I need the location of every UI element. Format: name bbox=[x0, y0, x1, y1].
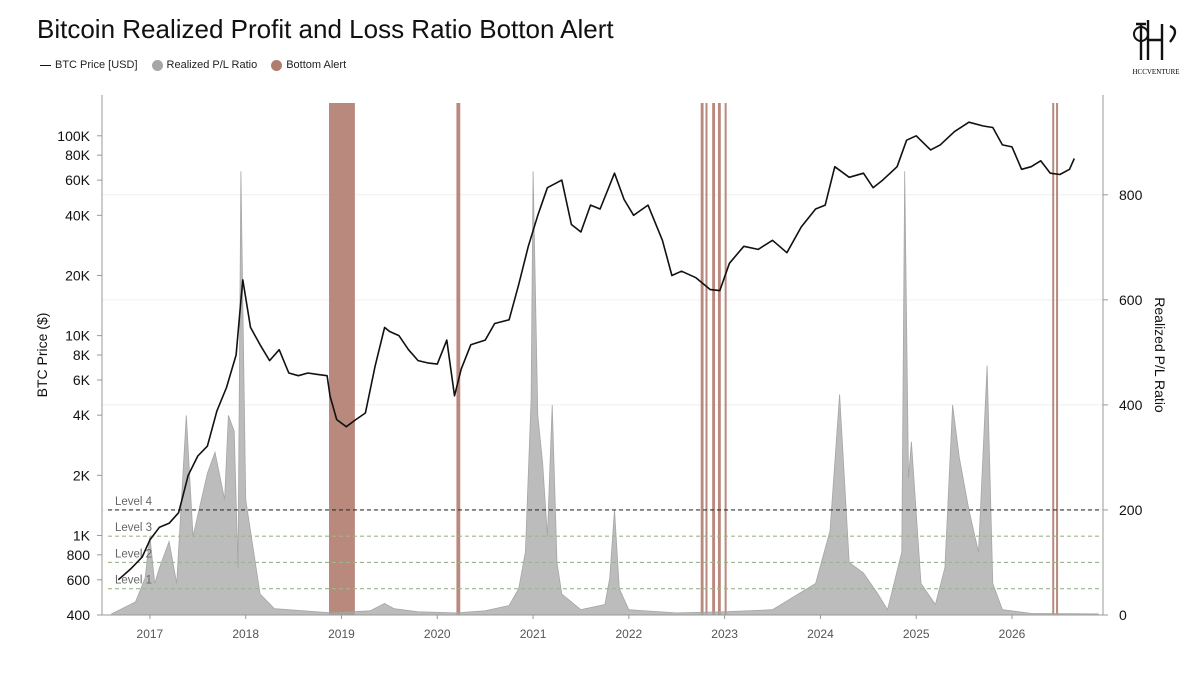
left-tick-label: 2K bbox=[73, 467, 91, 483]
legend-item-bottom-alert: Bottom Alert bbox=[271, 59, 346, 71]
realized-pl-area bbox=[111, 171, 1099, 616]
right-tick-label: 600 bbox=[1119, 292, 1143, 308]
left-tick-label: 1K bbox=[73, 527, 91, 543]
right-tick-label: 800 bbox=[1119, 187, 1143, 203]
x-tick-label: 2024 bbox=[807, 627, 834, 641]
x-tick-label: 2018 bbox=[232, 627, 259, 641]
x-tick-label: 2019 bbox=[328, 627, 355, 641]
level-label: Level 3 bbox=[115, 522, 152, 534]
bottom-alert-band bbox=[329, 103, 355, 615]
btc-price-line bbox=[117, 121, 1076, 581]
x-tick-label: 2022 bbox=[615, 627, 642, 641]
legend-label-bottom-alert: Bottom Alert bbox=[286, 59, 347, 71]
legend-line-swatch bbox=[40, 64, 51, 66]
level-label: Level 4 bbox=[115, 496, 153, 508]
left-tick-label: 8K bbox=[73, 347, 91, 363]
logo-text: HCCVENTURE bbox=[1132, 68, 1179, 76]
realized-pl-series bbox=[111, 171, 1099, 616]
bottom-alert-band bbox=[1056, 103, 1059, 615]
left-tick-label: 40K bbox=[65, 207, 91, 223]
left-tick-label: 6K bbox=[73, 372, 91, 388]
bottom-alert-band bbox=[724, 103, 727, 615]
right-tick-label: 200 bbox=[1119, 502, 1143, 518]
left-tick-label: 10K bbox=[65, 328, 91, 344]
x-tick-label: 2017 bbox=[137, 627, 164, 641]
left-tick-label: 800 bbox=[67, 547, 91, 563]
bottom-alert-band bbox=[456, 103, 461, 615]
x-tick-label: 2026 bbox=[999, 627, 1026, 641]
axes: 400 600 800 1K 2K 4K 6K 8K 10K 20K 40K 60K 80K 100K 0 2… bbox=[57, 95, 1143, 641]
x-tick-label: 2023 bbox=[711, 627, 738, 641]
legend-item-btc-price: BTC Price [USD] bbox=[40, 59, 138, 71]
x-tick-label: 2021 bbox=[520, 627, 547, 641]
right-axis-label: Realized P/L Ratio bbox=[1152, 297, 1168, 413]
legend-dot-swatch bbox=[151, 59, 163, 71]
left-tick-label: 20K bbox=[65, 267, 91, 283]
level-lines: Level 4 Level 3 Level 2 Level 1 bbox=[108, 496, 1101, 590]
bottom-alert-band bbox=[705, 103, 708, 615]
legend-label-btc-price: BTC Price [USD] bbox=[55, 59, 138, 71]
left-tick-label: 60K bbox=[65, 172, 91, 188]
right-tick-label: 0 bbox=[1119, 607, 1127, 623]
bottom-alert-band bbox=[1052, 103, 1055, 615]
left-axis-label: BTC Price ($) bbox=[34, 313, 50, 398]
bottom-alert-band bbox=[717, 103, 721, 615]
legend: BTC Price [USD] Realized P/L Ratio Botto… bbox=[40, 59, 360, 71]
left-tick-label: 4K bbox=[73, 407, 91, 423]
left-tick-label: 600 bbox=[67, 572, 91, 588]
bottom-alert-bands bbox=[329, 103, 1059, 615]
left-tick-label: 400 bbox=[67, 607, 91, 623]
btc-price-series bbox=[117, 121, 1076, 581]
chart-title: Bitcoin Realized Profit and Loss Ratio B… bbox=[37, 14, 614, 44]
left-tick-label: 100K bbox=[57, 128, 90, 144]
right-tick-label: 400 bbox=[1119, 397, 1143, 413]
x-tick-label: 2020 bbox=[424, 627, 451, 641]
level-label: Level 2 bbox=[115, 548, 152, 560]
level-label: Level 1 bbox=[115, 575, 152, 587]
bottom-alert-band bbox=[712, 103, 716, 615]
brand-logo: HCCVENTURE bbox=[1132, 20, 1180, 76]
bottom-alert-band bbox=[700, 103, 704, 615]
legend-dot-swatch bbox=[271, 59, 283, 71]
legend-item-realized-pl: Realized P/L Ratio bbox=[151, 59, 258, 71]
x-tick-label: 2025 bbox=[903, 627, 930, 641]
legend-label-realized-pl: Realized P/L Ratio bbox=[166, 59, 258, 71]
left-tick-label: 80K bbox=[65, 147, 91, 163]
